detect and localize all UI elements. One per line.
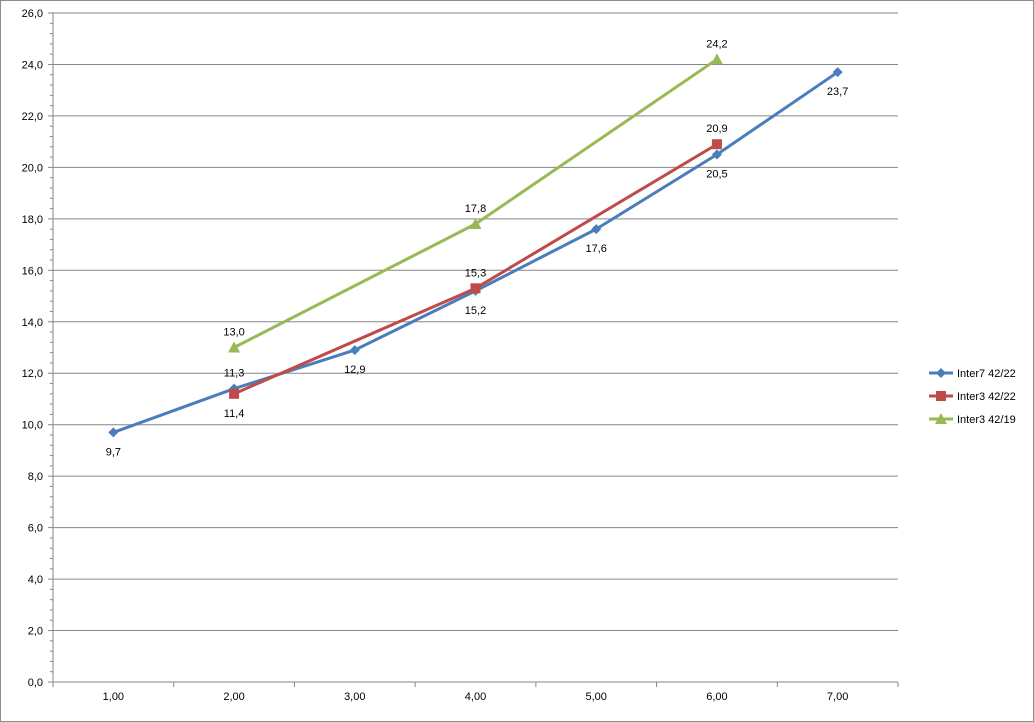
y-tick-label: 4,0 <box>28 574 43 586</box>
y-tick-label: 22,0 <box>22 111 43 123</box>
y-tick-label: 10,0 <box>22 420 43 432</box>
y-tick-label: 12,0 <box>22 368 43 380</box>
data-label: 11,3 <box>224 368 245 380</box>
square-marker <box>936 391 946 401</box>
y-tick-label: 18,0 <box>22 214 43 226</box>
x-tick-label: 1,00 <box>103 691 124 703</box>
diamond-marker <box>591 224 602 235</box>
y-tick-label: 8,0 <box>28 471 43 483</box>
data-label: 17,8 <box>465 203 486 215</box>
x-tick-label: 6,00 <box>706 691 727 703</box>
data-label: 20,9 <box>706 123 727 135</box>
legend: Inter7 42/22 Inter3 42/22 Inter3 42/19 <box>929 368 1016 426</box>
y-tick-label: 20,0 <box>22 162 43 174</box>
y-tick-label: 0,0 <box>28 677 43 689</box>
square-marker <box>229 388 240 399</box>
y-tick-label: 26,0 <box>22 8 43 20</box>
x-tick-label: 4,00 <box>465 691 486 703</box>
axes: 0,0 2,0 4,0 6,0 8,0 10,0 12,0 14,0 16,0 18,0 20,0 2… <box>22 8 899 703</box>
data-label: 15,3 <box>465 267 486 279</box>
square-marker <box>470 283 481 294</box>
data-label: 9,7 <box>106 446 121 458</box>
diamond-marker <box>108 427 119 438</box>
x-tick-label: 3,00 <box>344 691 365 703</box>
data-label: 17,6 <box>586 243 607 255</box>
y-tick-label: 14,0 <box>22 317 43 329</box>
data-label: 13,0 <box>223 327 244 339</box>
legend-entry: Inter3 42/19 <box>957 414 1016 426</box>
legend-entry: Inter7 42/22 <box>957 368 1016 380</box>
data-labels: 9,7 11,3 12,9 15,2 17,6 20,5 23,7 11,4 15,3 20,9 1… <box>106 38 849 458</box>
data-label: 15,2 <box>465 305 486 317</box>
series-line <box>111 70 840 434</box>
legend-entry: Inter3 42/22 <box>957 391 1016 403</box>
data-label: 24,2 <box>706 38 727 50</box>
x-tick-label: 2,00 <box>223 691 244 703</box>
data-label: 12,9 <box>344 364 365 376</box>
diamond-marker <box>711 149 722 160</box>
y-tick-label: 24,0 <box>22 59 43 71</box>
data-label: 23,7 <box>827 86 848 98</box>
diamond-marker <box>832 67 843 78</box>
triangle-marker <box>228 341 241 353</box>
triangle-marker <box>710 53 723 65</box>
y-tick-label: 2,0 <box>28 626 43 638</box>
square-marker <box>711 139 722 150</box>
gridlines <box>53 12 898 632</box>
y-tick-label: 16,0 <box>22 265 43 277</box>
diamond-marker <box>936 368 946 378</box>
x-tick-label: 5,00 <box>586 691 607 703</box>
series-lines <box>108 53 843 438</box>
x-tick-label: 7,00 <box>827 691 848 703</box>
triangle-marker <box>935 413 947 424</box>
data-label: 11,4 <box>224 408 245 420</box>
triangle-marker <box>469 217 482 229</box>
data-label: 20,5 <box>706 169 727 181</box>
y-tick-label: 6,0 <box>28 523 43 535</box>
diamond-marker <box>349 345 360 356</box>
